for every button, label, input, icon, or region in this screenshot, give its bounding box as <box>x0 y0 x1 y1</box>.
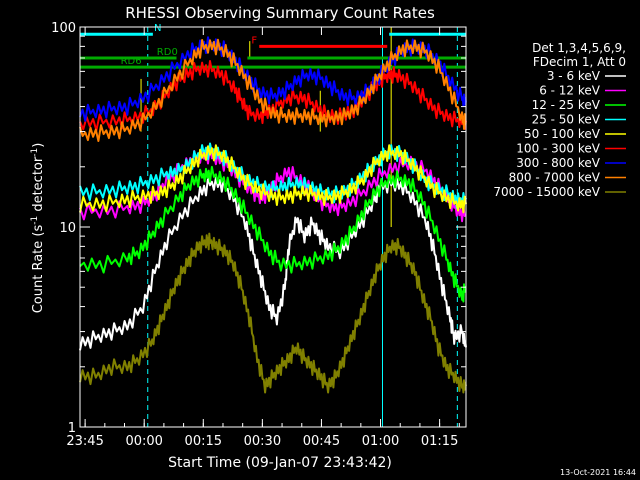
legend-label-6-12-kev: 6 - 12 keV <box>539 84 601 98</box>
plot-area: N F RD0 RD6 23:45 00:00 00:15 00:30 00:45 01:00 01… <box>51 21 467 449</box>
y-axis-label-sup-1: -1 <box>30 216 40 225</box>
annotation-label-rd0: RD0 <box>157 47 178 58</box>
series-line-800-7000-kev <box>79 38 467 142</box>
x-tick-label-00-30: 00:30 <box>244 434 281 449</box>
x-tick-label-00-00: 00:00 <box>125 434 162 449</box>
legend-label-300-800-kev: 300 - 800 keV <box>516 156 600 170</box>
legend-header-line-1: Det 1,3,4,5,6,9, <box>532 41 626 55</box>
legend-label-12-25-kev: 12 - 25 keV <box>532 98 601 112</box>
series-line-3-6-kev <box>79 175 467 351</box>
legend-label-100-300-kev: 100 - 300 keV <box>516 142 600 156</box>
y-tick-label-10: 10 <box>59 221 76 236</box>
series-line-50-100-kev <box>79 144 467 214</box>
legend-label-800-7000-kev: 800 - 7000 keV <box>509 171 601 185</box>
annotation-label-n: N <box>154 23 161 34</box>
series-line-12-25-kev <box>79 165 467 303</box>
x-axis-label: Start Time (09-Jan-07 23:43:42) <box>168 455 392 471</box>
legend: Det 1,3,4,5,6,9, FDecim 1, Att 0 3 - 6 k… <box>493 41 626 199</box>
y-axis-label-sup-2: -1 <box>30 148 40 157</box>
series-line-300-800-kev <box>79 36 467 122</box>
legend-label-3-6-kev: 3 - 6 keV <box>547 69 601 83</box>
y-axis-label-main: Count Rate (s <box>31 225 46 314</box>
series-line-100-300-kev <box>79 60 467 132</box>
x-tick-label-23-45: 23:45 <box>66 434 103 449</box>
y-axis-label: Count Rate (s-1 detector-1) <box>30 143 46 314</box>
y-tick-label-100: 100 <box>51 21 76 36</box>
x-tick-label-00-45: 00:45 <box>303 434 340 449</box>
x-tick-label-01-00: 01:00 <box>362 434 399 449</box>
y-tick-label-1: 1 <box>68 421 76 436</box>
legend-label-7000-15000-kev: 7000 - 15000 keV <box>493 185 600 199</box>
timestamp: 13-Oct-2021 16:44 <box>560 468 636 477</box>
series-line-7000-15000-kev <box>79 232 467 394</box>
y-axis-label-end: ) <box>31 143 46 148</box>
legend-label-25-50-kev: 25 - 50 keV <box>532 113 601 127</box>
x-tick-label-01-15: 01:15 <box>421 434 458 449</box>
y-axis-label-mid: detector <box>31 156 46 216</box>
annotation-label-rd6: RD6 <box>121 56 142 67</box>
legend-label-50-100-kev: 50 - 100 keV <box>524 127 601 141</box>
legend-header-line-2: FDecim 1, Att 0 <box>533 55 626 69</box>
chart-title: RHESSI Observing Summary Count Rates <box>125 4 435 22</box>
x-tick-label-00-15: 00:15 <box>185 434 222 449</box>
annotation-label-f: F <box>251 35 257 46</box>
